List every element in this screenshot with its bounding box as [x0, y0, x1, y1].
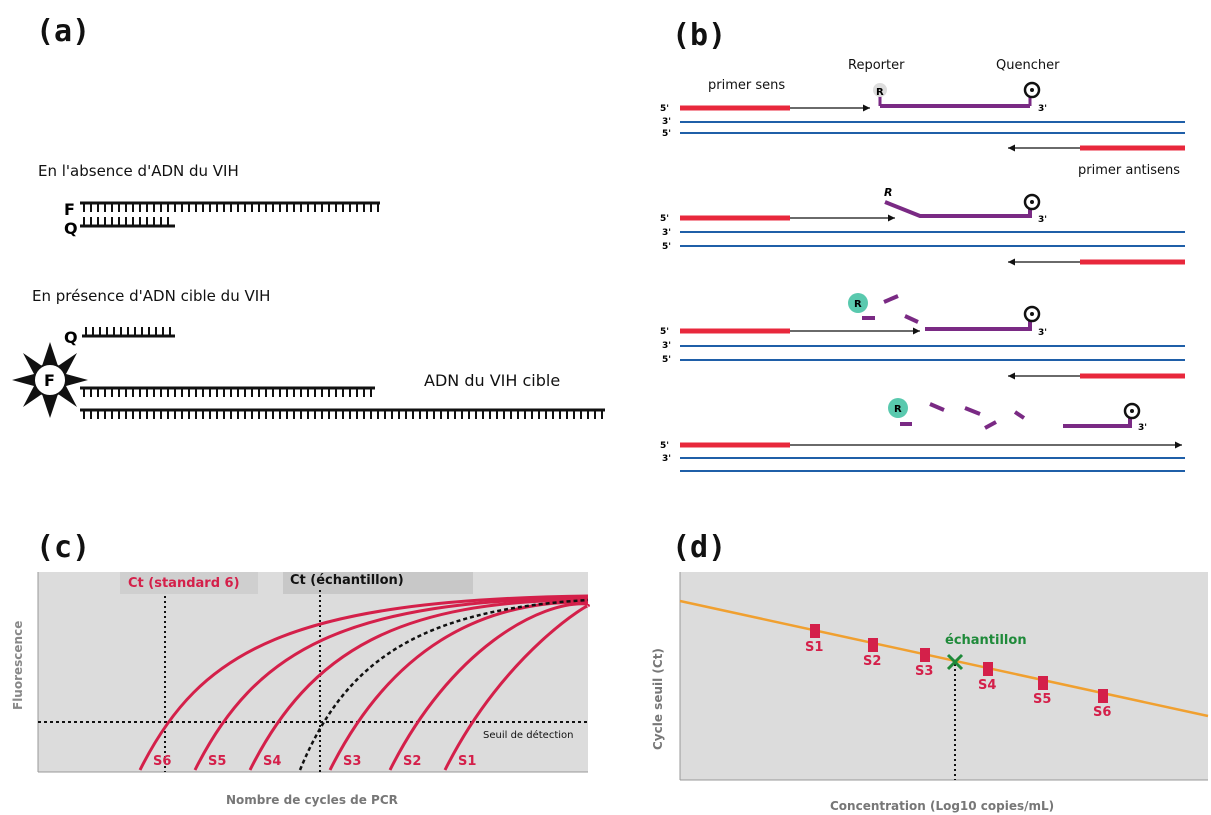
svg-text:R: R [854, 299, 862, 310]
svg-text:5': 5' [660, 214, 669, 224]
panel-c-letter: (c) [36, 530, 91, 565]
svg-text:F: F [44, 371, 55, 390]
quencher-label-absence: Q [64, 219, 78, 238]
regression-line [679, 599, 1209, 718]
curve-s5 [193, 596, 589, 771]
curve-label-s3: S3 [343, 754, 361, 769]
curve-label-s4: S4 [263, 754, 281, 769]
standard-point-s1 [810, 624, 820, 638]
svg-text:R: R [876, 87, 884, 98]
svg-text:5': 5' [660, 327, 669, 337]
step-4: R 3' 5' 3' [660, 398, 1185, 472]
curve-label-s6: S6 [153, 754, 171, 769]
ct-sample-label: Ct (échantillon) [290, 573, 404, 588]
svg-text:5': 5' [662, 355, 671, 365]
standard-label-s6: S6 [1093, 705, 1111, 720]
plot-area-d [680, 572, 1208, 780]
svg-text:5': 5' [660, 441, 669, 451]
svg-text:R: R [894, 404, 902, 415]
standard-point-s4 [983, 662, 993, 676]
curve-label-s1: S1 [458, 754, 476, 769]
primer-sens-label: primer sens [708, 78, 786, 93]
panel-c-chart: Ct (standard 6) Ct (échantillon) Seuil d… [11, 572, 590, 807]
standard-point-s6 [1098, 689, 1108, 703]
svg-text:5': 5' [660, 104, 669, 114]
fluorophore-starburst-icon: F [12, 342, 88, 418]
ct-standard-label: Ct (standard 6) [128, 576, 240, 591]
threshold-label: Seuil de détection [483, 729, 573, 741]
c-ylabel: Fluorescence [11, 621, 25, 710]
sample-label: échantillon [945, 633, 1027, 648]
step-2: R 3' 5' 3' 5' [660, 186, 1185, 266]
panel-d-letter: (d) [672, 530, 727, 565]
target-dna-label: ADN du VIH cible [424, 371, 561, 390]
svg-text:3': 3' [662, 454, 671, 464]
standard-label-s1: S1 [805, 640, 823, 655]
svg-text:R: R [884, 186, 892, 199]
probe-strand [80, 201, 380, 228]
standard-point-s3 [920, 648, 930, 662]
standard-label-s5: S5 [1033, 692, 1051, 707]
primer-antisens-label: primer antisens [1078, 163, 1181, 178]
panel-b-letter: (b) [672, 18, 727, 53]
curve-label-s2: S2 [403, 754, 421, 769]
amplification-curves [138, 594, 590, 771]
svg-text:3': 3' [662, 341, 671, 351]
svg-text:3': 3' [662, 228, 671, 238]
sample-marker-icon [946, 653, 964, 671]
panel-a-letter: (a) [36, 14, 91, 49]
c-xlabel: Nombre de cycles de PCR [226, 793, 398, 807]
standard-point-s5 [1038, 676, 1048, 690]
d-ylabel: Cycle seuil (Ct) [651, 648, 665, 750]
curve-s2 [388, 602, 589, 771]
quencher-label-presence: Q [64, 328, 78, 347]
reporter-label: Reporter [848, 58, 905, 73]
panel-a-diagram: F Q Q F [12, 200, 605, 419]
svg-text:3': 3' [1138, 423, 1147, 433]
d-xlabel: Concentration (Log10 copies/mL) [830, 799, 1054, 813]
step-1: R 3' 5' 3' 5' [660, 81, 1185, 152]
svg-text:3': 3' [1038, 104, 1047, 114]
standard-label-s2: S2 [863, 654, 881, 669]
curve-s1 [443, 604, 590, 771]
standard-label-s3: S3 [915, 664, 933, 679]
curve-s6 [138, 594, 589, 771]
svg-text:5': 5' [662, 242, 671, 252]
curve-s4 [248, 598, 589, 771]
standard-label-s4: S4 [978, 678, 996, 693]
standard-point-s2 [868, 638, 878, 652]
svg-text:5': 5' [662, 129, 671, 139]
curve-label-s5: S5 [208, 754, 226, 769]
presence-label: En présence d'ADN cible du VIH [32, 287, 271, 305]
panel-b-diagram: R 3' 5' 3' 5' R 3' 5' 3' 5' R 3 [660, 81, 1185, 472]
absence-label: En l'absence d'ADN du VIH [38, 162, 239, 180]
svg-text:3': 3' [1038, 215, 1047, 225]
quencher-label: Quencher [996, 58, 1060, 73]
fluorophore-label: F [64, 200, 75, 219]
svg-text:3': 3' [1038, 328, 1047, 338]
svg-text:3': 3' [662, 117, 671, 127]
sample-curve [298, 598, 589, 771]
step-3: R 3' 5' 3' 5' [660, 293, 1185, 380]
